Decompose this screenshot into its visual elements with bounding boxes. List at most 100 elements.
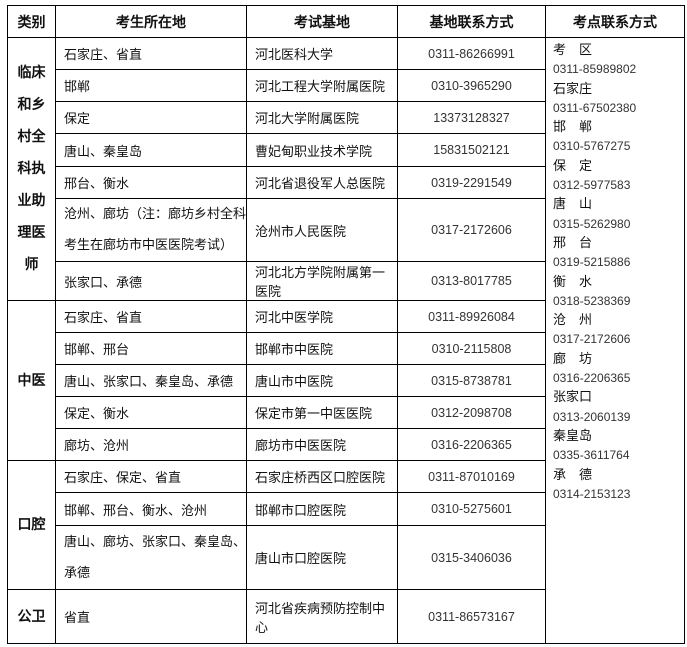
site-contact-phone: 0314-2153123 — [553, 486, 631, 501]
location-cell: 石家庄、保定、省直 — [55, 460, 247, 493]
base-phone-cell: 0310-3965290 — [397, 69, 546, 102]
location-text: 唐山、廊坊、张家口、秦皇岛、 — [64, 534, 247, 550]
base-phone-cell: 0311-89926084 — [397, 300, 546, 333]
site-contact-name: 保 定 — [553, 158, 593, 174]
base-cell: 沧州市人民医院 — [246, 198, 398, 262]
base-cell: 唐山市口腔医院 — [246, 525, 398, 590]
table-row: 口腔 石家庄、保定、省直 石家庄桥西区口腔医院 0311-87010169 — [7, 460, 685, 590]
location-cell: 保定 — [55, 101, 247, 134]
site-contact-phone: 0315-5262980 — [553, 216, 631, 231]
site-contact-name: 廊 坊 — [553, 351, 593, 367]
base-phone-cell: 0319-2291549 — [397, 166, 546, 199]
base-cell: 曹妃甸职业技术学院 — [246, 133, 398, 167]
base-phone-cell: 0311-86573167 — [397, 589, 546, 644]
site-contact-name: 邢 台 — [553, 235, 593, 251]
base-phone-cell: 0311-86266991 — [397, 37, 546, 70]
table-row: 公卫 省直 河北省疾病预防控制中心 0311-86573167 — [7, 589, 685, 644]
base-phone-cell: 0316-2206365 — [397, 428, 546, 461]
site-contact-name: 承 德 — [553, 467, 593, 483]
location-cell: 石家庄、省直 — [55, 37, 247, 70]
base-phone-cell: 0317-2172606 — [397, 198, 546, 262]
base-phone-cell: 0313-8017785 — [397, 261, 546, 301]
category-cell: 口腔 — [7, 460, 56, 590]
base-cell: 河北省疾病预防控制中心 — [246, 589, 398, 644]
site-contact-phone: 0313-2060139 — [553, 409, 631, 424]
site-contact-phone: 0312-5977583 — [553, 178, 631, 193]
location-cell: 唐山、秦皇岛 — [55, 133, 247, 167]
site-contact-name: 衡 水 — [553, 274, 593, 290]
category-label: 公卫 — [17, 608, 46, 625]
site-contact-phone: 0311-85989802 — [553, 62, 637, 77]
site-contacts-cell: 考 区 0311-85989802 石家庄 0311-67502380 邯 郸 0310-… — [545, 37, 685, 644]
table-row: 邢台、衡水 河北省退役军人总医院 0319-2291549 — [8, 166, 685, 199]
location-cell: 唐山、廊坊、张家口、秦皇岛、 承德 — [55, 525, 247, 590]
category-cell: 中医 — [7, 300, 56, 461]
table-row: 保定 河北大学附属医院 13373128327 — [8, 101, 685, 134]
site-contact-phone: 0335-3611764 — [553, 448, 630, 463]
base-cell: 河北北方学院附属第一医院 — [246, 261, 398, 301]
category-label: 师 — [24, 257, 39, 273]
header-base: 考试基地 — [246, 5, 398, 38]
table-row: 张家口、承德 河北北方学院附属第一医院 0313-8017785 — [8, 261, 685, 301]
base-cell: 河北工程大学附属医院 — [246, 69, 398, 102]
header-category: 类别 — [7, 5, 56, 38]
location-cell: 张家口、承德 — [55, 261, 247, 301]
table-row: 沧州、廊坊（注：廊坊乡村全科 考生在廊坊市中医医院考试） 沧州市人民医院 0317-2… — [8, 198, 685, 262]
header-site-contact: 考点联系方式 — [545, 5, 685, 38]
category-label: 临床 — [17, 65, 46, 81]
location-text: 承德 — [64, 565, 91, 581]
table-row: 临床 和乡 村全 科执 业助 理医师石家庄、省直 河北医科大学 0311-86266991 考 … — [7, 37, 685, 644]
location-cell: 保定、衡水 — [55, 396, 247, 429]
site-contact-phone: 0316-2206365 — [553, 371, 631, 386]
location-cell: 沧州、廊坊（注：廊坊乡村全科 考生在廊坊市中医医院考试） — [55, 198, 247, 262]
base-cell: 唐山市中医院 — [246, 364, 398, 397]
base-cell: 廊坊市中医医院 — [246, 428, 398, 461]
base-cell: 河北中医学院 — [246, 300, 398, 333]
site-contact-phone: 0317-2172606 — [553, 332, 631, 347]
location-cell: 邢台、衡水 — [55, 166, 247, 199]
header-base-phone: 基地联系方式 — [397, 5, 546, 38]
site-contact-phone: 0311-67502380 — [553, 100, 637, 115]
site-contact-name: 考 区 — [553, 43, 593, 58]
location-cell: 邯郸 — [55, 69, 247, 102]
base-phone-cell: 0315-3406036 — [397, 525, 546, 590]
table-row: 唐山、廊坊、张家口、秦皇岛、 承德 唐山市口腔医院 0315-3406036 — [8, 525, 685, 590]
site-contact-name: 张家口 — [553, 390, 593, 406]
base-phone-cell: 13373128327 — [397, 101, 546, 134]
location-cell: 唐山、张家口、秦皇岛、承德 — [55, 364, 247, 397]
category-cell: 公卫 — [7, 589, 56, 644]
base-phone-cell: 0310-2115808 — [397, 332, 546, 365]
location-cell: 邯郸、邢台 — [55, 332, 247, 365]
base-cell: 保定市第一中医医院 — [246, 396, 398, 429]
location-cell: 省直 — [55, 589, 247, 644]
table-row: 保定、衡水 保定市第一中医医院 0312-2098708 — [8, 396, 685, 429]
table-row: 唐山、张家口、秦皇岛、承德 唐山市中医院 0315-8738781 — [8, 364, 685, 397]
base-cell: 邯郸市口腔医院 — [246, 492, 398, 526]
base-phone-cell: 0312-2098708 — [397, 396, 546, 429]
header-row: 类别 考生所在地 考试基地 基地联系方式 考点联系方式 — [7, 5, 685, 38]
table-row: 唐山、秦皇岛 曹妃甸职业技术学院 15831502121 — [8, 133, 685, 167]
location-cell: 廊坊、沧州 — [55, 428, 247, 461]
category-label: 业助 — [17, 193, 46, 209]
category-label: 中医 — [17, 372, 46, 389]
site-contact-phone: 0318-5238369 — [553, 293, 631, 308]
table-row: 邯郸 河北工程大学附属医院 0310-3965290 — [8, 69, 685, 102]
header-location: 考生所在地 — [55, 5, 247, 38]
site-contact-name: 石家庄 — [553, 81, 593, 97]
category-label: 口腔 — [17, 517, 46, 533]
category-label: 科执 — [17, 161, 46, 177]
site-contact-phone: 0319-5215886 — [553, 255, 631, 270]
site-contact-name: 秦皇岛 — [553, 428, 593, 444]
site-contact-phone: 0310-5767275 — [553, 139, 631, 154]
base-cell: 河北医科大学 — [246, 37, 398, 70]
table-row: 廊坊、沧州 廊坊市中医医院 0316-2206365 — [8, 428, 685, 461]
location-cell: 石家庄、省直 — [55, 300, 247, 333]
base-cell: 河北大学附属医院 — [246, 101, 398, 134]
base-phone-cell: 0315-8738781 — [397, 364, 546, 397]
base-phone-cell: 0310-5275601 — [397, 492, 546, 526]
base-cell: 石家庄桥西区口腔医院 — [246, 460, 398, 493]
site-contact-name: 邯 郸 — [553, 120, 593, 136]
category-label: 村全 — [17, 129, 46, 145]
category-label: 理医 — [17, 225, 46, 241]
category-label: 和乡 — [17, 97, 46, 113]
